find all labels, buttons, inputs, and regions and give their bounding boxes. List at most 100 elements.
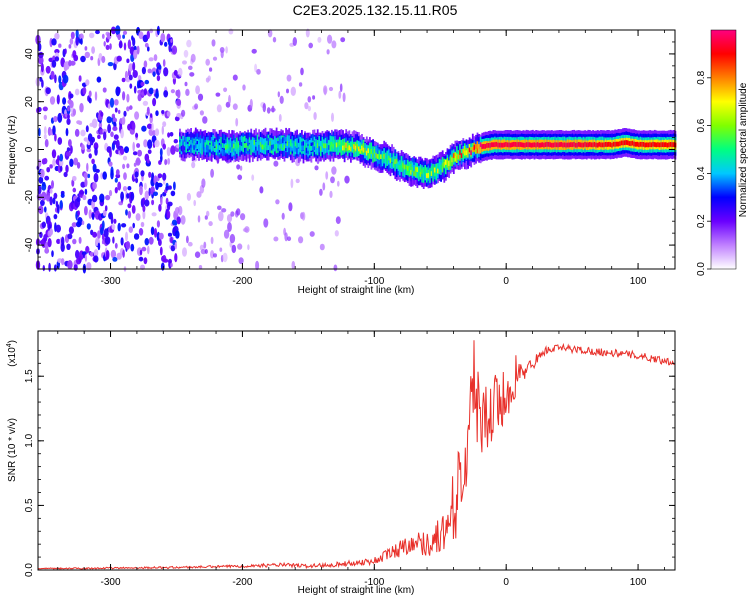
- spectrogram-ridge-cell: [513, 141, 515, 147]
- spectrogram-ridge-cell: [449, 156, 452, 167]
- spectrogram-noise-cell: [164, 41, 168, 47]
- spectrogram-ridge-cell: [521, 142, 523, 148]
- spectrogram-noise-cell: [146, 30, 150, 40]
- spectrogram-noise-cell: [109, 148, 112, 158]
- spectrogram-noise-cell: [143, 182, 147, 190]
- spectrogram-noise-cell: [275, 199, 280, 205]
- spectrogram-noise-cell: [123, 110, 127, 117]
- spectrogram-ridge-cell: [289, 142, 292, 152]
- spectrogram-ridge-cell: [639, 141, 642, 147]
- spectrogram-ridge-cell: [375, 153, 378, 158]
- spectrogram-noise-cell: [141, 125, 147, 132]
- spectrogram-x-tick-label: -100: [364, 276, 384, 287]
- spectrogram-noise-cell: [125, 209, 128, 216]
- spectrogram-noise-cell: [118, 41, 123, 49]
- spectrogram-noise-cell: [73, 157, 79, 166]
- spectrogram-noise-cell: [75, 29, 79, 38]
- spectrogram-noise-cell: [101, 55, 106, 64]
- spectrogram-noise-cell: [156, 231, 161, 242]
- spectrogram-noise-cell: [107, 103, 111, 109]
- spectrogram-ridge-cell: [530, 142, 533, 148]
- spectrogram-noise-cell: [38, 56, 44, 65]
- spectrogram-noise-cell: [168, 258, 172, 265]
- spectrogram-noise-cell: [114, 177, 118, 183]
- spectrogram-noise-cell: [314, 165, 319, 171]
- spectrogram-ridge-cell: [337, 142, 340, 153]
- spectrogram-ridge-cell: [282, 137, 284, 147]
- spectrogram-ridge-cell: [644, 142, 647, 148]
- spectrogram-ridge-cell: [647, 142, 650, 148]
- spectrogram-noise-cell: [135, 213, 141, 221]
- spectrogram-noise-cell: [180, 215, 186, 225]
- spectrogram-ridge-cell: [267, 145, 270, 150]
- spectrogram-noise-cell: [86, 262, 92, 271]
- spectrogram-noise-cell: [108, 189, 113, 197]
- colorbar-tick-label: 0.6: [696, 118, 707, 132]
- spectrogram-ridge-cell: [180, 141, 183, 146]
- spectrogram-ridge-cell: [289, 141, 292, 147]
- spectrogram-noise-cell: [109, 43, 112, 50]
- spectrogram-noise-cell: [122, 249, 125, 258]
- spectrogram-ridge-cell: [505, 142, 507, 147]
- spectrogram-ridge-cell: [649, 142, 651, 147]
- spectrogram-noise-cell: [134, 111, 140, 120]
- spectrogram-noise-cell: [159, 148, 163, 157]
- spectrogram-noise-cell: [73, 54, 79, 62]
- spectrogram-ridge-cell: [661, 142, 664, 147]
- spectrogram-noise-cell: [158, 64, 162, 70]
- spectrogram-ridge-cell: [384, 158, 387, 163]
- spectrogram-noise-cell: [124, 146, 129, 154]
- spectrogram-noise-cell: [74, 88, 80, 96]
- spectrogram-noise-cell: [160, 154, 163, 163]
- spectrogram-noise-cell: [305, 28, 310, 38]
- spectrogram-ridge-cell: [484, 144, 487, 149]
- spectrogram-ridge-cell: [614, 141, 617, 147]
- spectrogram-ridge-cell: [598, 141, 601, 147]
- spectrogram-ridge-cell: [511, 142, 514, 147]
- spectrogram-noise-cell: [54, 32, 60, 40]
- spectrogram-noise-cell: [123, 42, 127, 51]
- spectrogram-noise-cell: [92, 231, 98, 238]
- spectrogram-ridge-cell: [326, 143, 329, 149]
- spectrogram-x-label: Height of straight line (km): [298, 285, 415, 296]
- spectrogram-noise-cell: [334, 230, 339, 237]
- spectrogram-ridge-cell: [641, 142, 643, 147]
- spectrogram-ridge-cell: [316, 143, 319, 148]
- spectrogram-ridge-cell: [307, 145, 310, 151]
- spectrogram-noise-cell: [184, 81, 188, 87]
- spectrogram-ridge-cell: [451, 157, 454, 163]
- spectrogram-noise-cell: [227, 222, 232, 232]
- spectrogram-noise-cell: [104, 205, 108, 212]
- spectrogram-noise-cell: [58, 75, 62, 84]
- spectrogram-noise-cell: [210, 168, 215, 178]
- spectrogram-ridge-cell: [182, 142, 185, 152]
- spectrogram-noise-cell: [176, 216, 181, 225]
- spectrogram-ridge-cell: [424, 165, 427, 176]
- spectrogram-ridge-cell: [642, 142, 645, 147]
- spectrogram-noise-cell: [236, 208, 241, 216]
- spectrogram-ridge-cell: [258, 140, 260, 145]
- spectrogram-noise-cell: [139, 249, 143, 256]
- spectrogram-noise-cell: [117, 87, 121, 94]
- spectrogram-noise-cell: [88, 209, 92, 219]
- spectrogram-ridge-cell: [202, 144, 205, 150]
- spectrogram-noise-cell: [53, 192, 58, 199]
- spectrogram-ridge-cell: [608, 141, 610, 147]
- spectrogram-x-tick-label: 100: [630, 276, 647, 287]
- spectrogram-noise-cell: [153, 228, 158, 238]
- spectrogram-noise-cell: [148, 236, 154, 245]
- spectrogram-noise-cell: [121, 116, 126, 125]
- spectrogram-noise-cell: [40, 199, 45, 206]
- spectrogram-ridge-cell: [500, 142, 503, 148]
- spectrogram-ridge-cell: [251, 145, 254, 151]
- spectrogram-noise-cell: [93, 249, 99, 257]
- spectrogram-noise-cell: [40, 168, 45, 178]
- spectrogram-noise-cell: [63, 171, 68, 178]
- spectrogram-ridge-cell: [321, 142, 324, 152]
- spectrogram-ridge-cell: [593, 142, 596, 147]
- spectrogram-ridge-cell: [666, 142, 669, 148]
- spectrogram-noise-cell: [166, 210, 171, 219]
- spectrogram-noise-cell: [154, 128, 160, 136]
- spectrogram-noise-cell: [49, 228, 53, 236]
- spectrogram-noise-cell: [70, 60, 76, 66]
